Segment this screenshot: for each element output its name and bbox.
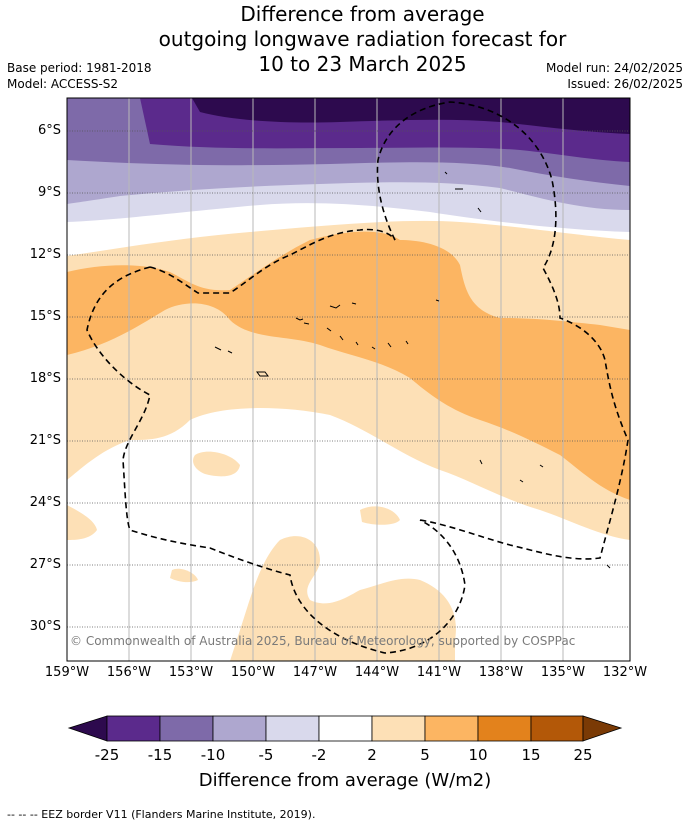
anomaly-field <box>67 98 630 661</box>
meta-right: Model run: 24/02/2025 Issued: 26/02/2025 <box>546 60 683 92</box>
colorbar-tick: -10 <box>200 746 226 764</box>
lat-label: 18°S <box>29 371 61 386</box>
colorbar-c5 <box>318 715 373 742</box>
copyright-note: © Commonwealth of Australia 2025, Bureau… <box>70 634 576 648</box>
title-line-2: outgoing longwave radiation forecast for <box>158 27 567 51</box>
islands <box>214 171 611 569</box>
lat-label: 24°S <box>29 495 61 510</box>
title-line-1: Difference from average <box>240 2 485 26</box>
lon-label: 156°W <box>106 665 152 680</box>
base-period: Base period: 1981-2018 <box>7 61 152 75</box>
colorbar-tick: -2 <box>311 746 327 764</box>
eez-borders <box>86 101 629 654</box>
graticule <box>128 98 564 661</box>
map-frame <box>66 97 631 662</box>
colorbar-c1 <box>106 715 161 742</box>
colorbar-tick: -25 <box>94 746 120 764</box>
lon-label: 153°W <box>168 665 214 680</box>
colorbar-c2 <box>159 715 214 742</box>
colorbar-c7 <box>424 715 479 742</box>
colorbar <box>67 715 623 742</box>
colorbar-tick: -15 <box>147 746 173 764</box>
colorbar-tick: 15 <box>521 746 541 764</box>
lon-label: 132°W <box>602 665 648 680</box>
issued-date: Issued: 26/02/2025 <box>567 77 683 91</box>
band-gt-5 <box>67 231 630 500</box>
lon-label: 141°W <box>416 665 462 680</box>
colorbar-c8 <box>477 715 532 742</box>
lat-label: 15°S <box>29 309 61 324</box>
model-run: Model run: 24/02/2025 <box>545 61 683 75</box>
band-lt-minus-25 <box>192 98 630 134</box>
eez-legend-note: -- -- -- EEZ border V11 (Flanders Marine… <box>7 808 316 821</box>
colorbar-tick: 10 <box>468 746 488 764</box>
band-gt-2-patch-a <box>193 451 240 477</box>
colorbar-tick: 5 <box>420 746 430 764</box>
lat-label: 9°S <box>37 185 61 200</box>
colorbar-tick: 2 <box>367 746 377 764</box>
colorbar-tick: 25 <box>573 746 593 764</box>
colorbar-below-min <box>67 715 108 742</box>
colorbar-c4 <box>265 715 320 742</box>
lon-label: 144°W <box>354 665 400 680</box>
band-gt-2-patch-b <box>360 506 400 525</box>
map-title: Difference from average outgoing longwav… <box>0 2 690 77</box>
colorbar-tick: -5 <box>258 746 274 764</box>
meta-left: Base period: 1981-2018 Model: ACCESS-S2 <box>7 60 152 92</box>
colorbar-c9 <box>530 715 584 742</box>
title-line-3: 10 to 23 March 2025 <box>258 52 467 76</box>
lat-label: 12°S <box>29 247 61 262</box>
lon-label: 150°W <box>230 665 276 680</box>
colorbar-above-max <box>582 715 623 742</box>
lat-label: 21°S <box>29 433 61 448</box>
lon-label: 138°W <box>478 665 524 680</box>
band-gt-2-south <box>230 536 456 661</box>
lon-label: 147°W <box>292 665 338 680</box>
lat-label: 30°S <box>29 619 61 634</box>
lat-label: 27°S <box>29 557 61 572</box>
colorbar-c3 <box>212 715 267 742</box>
band-gt-2-patch-c <box>67 505 97 540</box>
colorbar-title: Difference from average (W/m2) <box>198 770 492 791</box>
lon-label: 135°W <box>540 665 586 680</box>
colorbar-c6 <box>371 715 426 742</box>
lat-label: 6°S <box>37 123 61 138</box>
lon-label: 159°W <box>44 665 90 680</box>
model-name: Model: ACCESS-S2 <box>7 77 119 91</box>
